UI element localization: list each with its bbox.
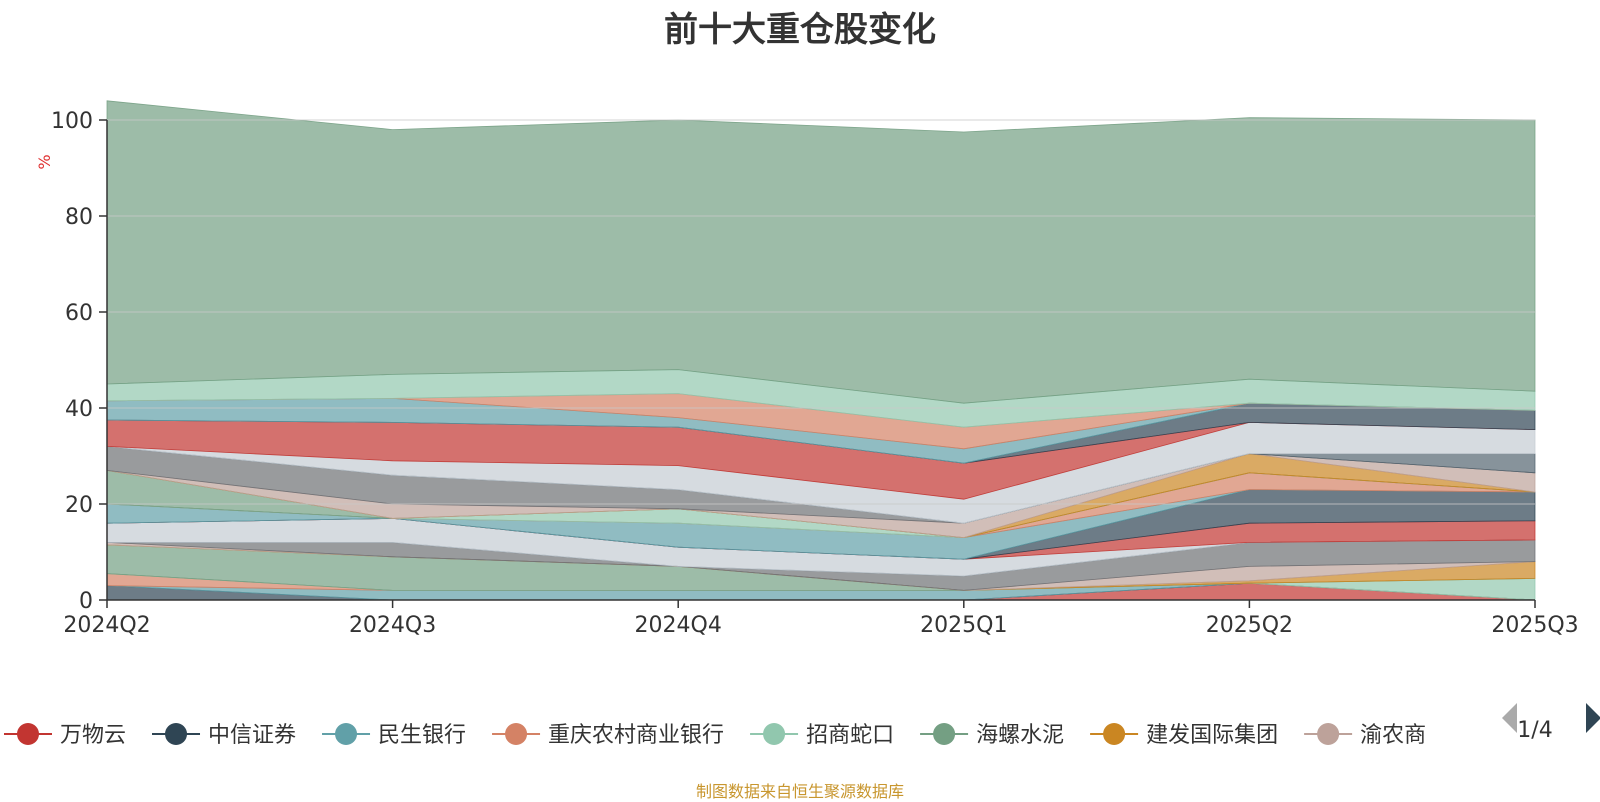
legend-label: 万物云 [60,723,126,748]
x-tick-label-1: 2024Q3 [349,613,436,638]
legend-label: 重庆农村商业银行 [548,723,724,748]
area-series-27 [106,100,1536,404]
legend-item-0[interactable]: 万物云 [4,723,126,748]
legend-label: 海螺水泥 [976,723,1064,748]
data-source-note: 制图数据来自恒生聚源数据库 [695,782,904,801]
legend-circle-icon [1103,723,1126,745]
legend-item-4[interactable]: 招商蛇口 [750,723,894,748]
legend-label: 建发国际集团 [1146,723,1278,748]
y-tick-label-1: 20 [65,493,93,518]
y-axis-ticks: 0 20 40 60 80 100 [51,109,107,614]
legend-circle-icon [933,723,956,745]
x-tick-label-3: 2025Q1 [920,613,1007,638]
x-tick-label-5: 2025Q3 [1491,613,1578,638]
y-tick-label-5: 100 [51,109,93,134]
x-tick-label-4: 2025Q2 [1206,613,1293,638]
y-tick-label-0: 0 [79,589,93,614]
legend-item-5[interactable]: 海螺水泥 [920,723,1064,748]
legend-label: 中信证券 [208,723,296,748]
legend-item-2[interactable]: 民生银行 [322,723,466,748]
legend: 万物云 中信证券 民生银行 重庆农村商业银行 招商蛇口 海螺水泥 建发国际集团 渝农商 [4,723,1426,748]
stacked-area-group [106,100,1536,601]
legend-circle-icon [165,723,188,745]
legend-circle-icon [505,723,528,745]
legend-label: 招商蛇口 [806,723,894,748]
legend-circle-icon [763,723,786,745]
y-tick-label-2: 40 [65,397,93,422]
y-tick-label-3: 60 [65,301,93,326]
y-axis-label: % [35,154,54,169]
axes [106,120,1535,601]
legend-label: 民生银行 [378,723,466,748]
legend-item-7[interactable]: 渝农商 [1304,723,1426,748]
legend-circle-icon [1317,723,1340,745]
x-axis-ticks: 2024Q2 2024Q3 2024Q4 2025Q1 2025Q2 2025Q3 [63,600,1579,638]
legend-item-1[interactable]: 中信证券 [152,723,296,748]
legend-page-indicator: 1/4 [1517,718,1553,743]
chart-title: 前十大重仓股变化 [664,10,936,50]
x-tick-label-0: 2024Q2 [63,613,150,638]
x-tick-label-2: 2024Q4 [635,613,722,638]
legend-next-page-icon[interactable] [1586,703,1600,733]
legend-prev-page-icon[interactable] [1502,703,1517,733]
legend-circle-icon [17,723,39,745]
legend-circle-icon [335,723,358,745]
legend-label: 渝农商 [1360,723,1426,748]
legend-item-6[interactable]: 建发国际集团 [1090,723,1278,748]
grid-lines [107,119,1535,505]
y-tick-label-4: 80 [65,205,93,230]
legend-item-3[interactable]: 重庆农村商业银行 [492,723,724,748]
